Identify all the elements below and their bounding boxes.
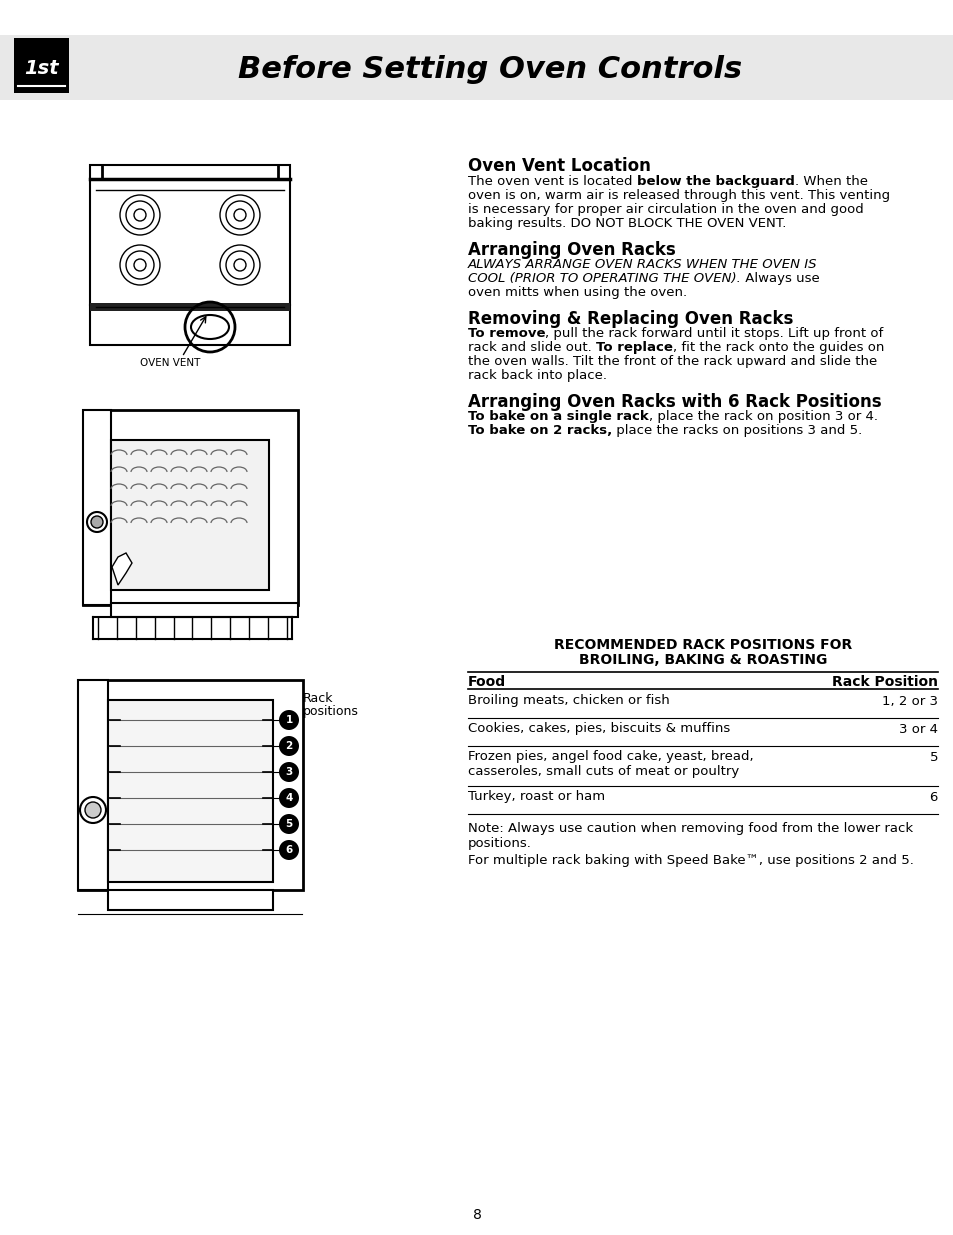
Text: oven is on, warm air is released through this vent. This venting: oven is on, warm air is released through… [468,189,889,203]
Polygon shape [112,553,132,585]
Bar [111,603,297,618]
Bar [108,700,273,882]
Text: The oven vent is located: The oven vent is located [468,175,636,188]
Text: Removing & Replacing Oven Racks: Removing & Replacing Oven Racks [468,310,793,329]
Text: , pull the rack forward until it stops. Lift up front of: , pull the rack forward until it stops. … [545,327,882,340]
Circle shape [120,245,160,285]
Text: 3 or 4: 3 or 4 [898,722,937,736]
Bar [90,305,290,345]
Circle shape [133,209,146,221]
Text: 6: 6 [928,790,937,804]
Text: Oven Vent Location: Oven Vent Location [468,157,650,175]
Circle shape [220,195,260,235]
Text: 1st: 1st [24,58,58,78]
Circle shape [226,201,253,228]
Bar [111,440,269,590]
Text: 6: 6 [285,845,293,855]
Circle shape [278,840,298,860]
Bar [0,35,953,100]
Text: the oven walls. Tilt the front of the rack upward and slide the: the oven walls. Tilt the front of the ra… [468,354,877,368]
Text: Cookies, cakes, pies, biscuits & muffins: Cookies, cakes, pies, biscuits & muffins [468,722,729,735]
Text: Rack Position: Rack Position [831,676,937,689]
Text: Turkey, roast or ham: Turkey, roast or ham [468,790,604,803]
Circle shape [278,762,298,782]
Circle shape [278,710,298,730]
Circle shape [226,251,253,279]
Text: Frozen pies, angel food cake, yeast, bread,
casseroles, small cuts of meat or po: Frozen pies, angel food cake, yeast, bre… [468,750,753,778]
Circle shape [80,797,106,823]
Bar [108,890,273,910]
Circle shape [85,802,101,818]
Circle shape [120,195,160,235]
Text: , fit the rack onto the guides on: , fit the rack onto the guides on [672,341,883,354]
Bar [83,410,297,605]
Text: To bake on 2 racks,: To bake on 2 racks, [468,424,612,437]
Text: To remove: To remove [468,327,545,340]
Text: Note: Always use caution when removing food from the lower rack
positions.: Note: Always use caution when removing f… [468,823,912,850]
Bar [78,680,303,890]
Bar [90,303,290,311]
Text: 4: 4 [285,793,293,803]
Circle shape [87,513,107,532]
Text: To replace: To replace [596,341,672,354]
Text: . When the: . When the [794,175,866,188]
Text: rack back into place.: rack back into place. [468,369,606,382]
Bar [78,680,108,890]
Text: 8: 8 [472,1208,481,1221]
Text: OVEN VENT: OVEN VENT [140,358,200,368]
Text: 2: 2 [285,741,293,751]
Text: ALWAYS ARRANGE OVEN RACKS WHEN THE OVEN IS: ALWAYS ARRANGE OVEN RACKS WHEN THE OVEN … [468,258,817,270]
Text: RECOMMENDED RACK POSITIONS FOR: RECOMMENDED RACK POSITIONS FOR [554,638,851,652]
Circle shape [233,259,246,270]
Text: 1: 1 [285,715,293,725]
Bar [90,165,290,305]
Text: Before Setting Oven Controls: Before Setting Oven Controls [237,56,741,84]
Text: place the racks on positions 3 and 5.: place the racks on positions 3 and 5. [612,424,862,437]
Text: Food: Food [468,676,506,689]
Text: To bake on a single rack: To bake on a single rack [468,410,648,424]
Text: Rack: Rack [303,692,334,704]
Text: positions: positions [303,704,358,718]
Text: , place the rack on position 3 or 4.: , place the rack on position 3 or 4. [648,410,877,424]
Text: baking results. DO NOT BLOCK THE OVEN VENT.: baking results. DO NOT BLOCK THE OVEN VE… [468,217,785,230]
Circle shape [233,209,246,221]
Text: Always use: Always use [740,272,819,285]
Circle shape [220,245,260,285]
Circle shape [126,251,153,279]
Text: Broiling meats, chicken or fish: Broiling meats, chicken or fish [468,694,669,706]
Circle shape [91,516,103,529]
Text: 3: 3 [285,767,293,777]
Circle shape [278,736,298,756]
Bar [83,410,111,605]
Text: For multiple rack baking with Speed Bake™, use positions 2 and 5.: For multiple rack baking with Speed Bake… [468,853,913,867]
Bar [14,38,69,93]
Text: 5: 5 [285,819,293,829]
Text: 1, 2 or 3: 1, 2 or 3 [882,695,937,708]
Text: 5: 5 [928,751,937,764]
Circle shape [278,814,298,834]
Text: Arranging Oven Racks with 6 Rack Positions: Arranging Oven Racks with 6 Rack Positio… [468,393,881,411]
Text: Arranging Oven Racks: Arranging Oven Racks [468,241,675,259]
Text: is necessary for proper air circulation in the oven and good: is necessary for proper air circulation … [468,203,862,216]
Ellipse shape [191,315,229,338]
Circle shape [278,788,298,808]
Text: oven mitts when using the oven.: oven mitts when using the oven. [468,287,686,299]
Text: BROILING, BAKING & ROASTING: BROILING, BAKING & ROASTING [578,653,826,667]
Text: COOL (PRIOR TO OPERATING THE OVEN).: COOL (PRIOR TO OPERATING THE OVEN). [468,272,740,285]
Circle shape [133,259,146,270]
Text: below the backguard: below the backguard [636,175,794,188]
Text: rack and slide out.: rack and slide out. [468,341,596,354]
Circle shape [126,201,153,228]
